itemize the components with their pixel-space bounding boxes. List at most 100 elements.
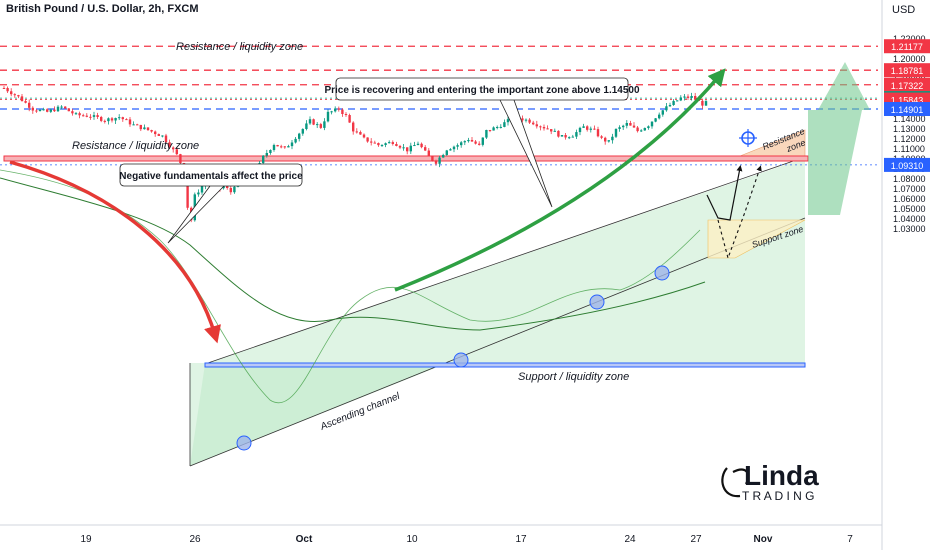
candle-body bbox=[420, 143, 423, 148]
candle-body bbox=[496, 127, 499, 129]
candle-body bbox=[197, 192, 200, 195]
y-tick-label: 1.13000 bbox=[893, 124, 926, 134]
candle-body bbox=[150, 130, 153, 132]
x-tick-label: 24 bbox=[624, 534, 636, 545]
callout-left-box bbox=[119, 163, 303, 187]
candle-body bbox=[323, 121, 326, 128]
candle-body bbox=[434, 160, 438, 164]
candle-body bbox=[589, 128, 592, 130]
candle-body bbox=[416, 143, 420, 146]
y-tick-label: 1.12000 bbox=[893, 134, 926, 144]
candle-body bbox=[200, 186, 204, 193]
y-tick-label: 1.14000 bbox=[893, 114, 926, 124]
candle-body bbox=[600, 136, 603, 138]
candle-body bbox=[557, 130, 560, 137]
candle-body bbox=[575, 132, 578, 137]
candle-body bbox=[362, 134, 366, 138]
candle-body bbox=[265, 152, 268, 156]
moving-average-fast bbox=[0, 169, 701, 404]
touch-point-marker bbox=[589, 294, 605, 310]
candle-body bbox=[661, 110, 664, 115]
candle-body bbox=[406, 147, 409, 152]
channel-lower-line bbox=[189, 217, 806, 467]
candle-body bbox=[164, 135, 168, 143]
candle-body bbox=[370, 141, 373, 143]
candle-body bbox=[593, 128, 596, 130]
candle-body bbox=[413, 145, 416, 147]
candle-body bbox=[352, 122, 355, 132]
candle-body bbox=[121, 117, 124, 120]
y-tick-label: 1.06000 bbox=[893, 194, 926, 204]
price-level-badge bbox=[884, 77, 930, 92]
price-level-badge-text: 1.14901 bbox=[891, 105, 924, 115]
candle-body bbox=[226, 185, 229, 188]
candle-body bbox=[35, 110, 38, 112]
candle-body bbox=[305, 123, 308, 130]
candle-body bbox=[96, 115, 99, 118]
x-tick-label: 26 bbox=[189, 534, 201, 545]
candle-body bbox=[290, 142, 294, 147]
candle-body bbox=[618, 127, 621, 129]
touch-point-marker bbox=[453, 352, 469, 368]
candle-body bbox=[636, 127, 639, 132]
candle-body bbox=[460, 142, 463, 146]
candle-body bbox=[546, 128, 549, 130]
price-level-badge bbox=[884, 101, 930, 116]
price-level-badge-text: 1.15843 bbox=[891, 96, 924, 106]
candle-body bbox=[103, 120, 106, 122]
candle-body bbox=[380, 145, 384, 147]
candle-body bbox=[326, 111, 330, 122]
callout-left-text: Negative fundamentals affect the price bbox=[119, 171, 303, 182]
price-level-badge bbox=[884, 39, 930, 54]
candle-body bbox=[344, 114, 348, 116]
candle-body bbox=[298, 133, 301, 139]
y-tick-label: 1.05000 bbox=[893, 204, 926, 214]
candle-body bbox=[564, 135, 567, 138]
candle-body bbox=[233, 186, 236, 193]
candle-body bbox=[578, 127, 582, 133]
x-tick-label: Nov bbox=[754, 534, 773, 545]
x-tick-label: Oct bbox=[296, 534, 313, 545]
candle-body bbox=[524, 119, 528, 121]
candle-body bbox=[60, 106, 63, 108]
candle-body bbox=[168, 142, 171, 148]
candle-body bbox=[355, 131, 358, 133]
callout-right-text: Price is recovering and entering the imp… bbox=[324, 85, 640, 96]
price-level-badge-text: 1.17322 bbox=[891, 81, 924, 91]
candle-body bbox=[6, 88, 9, 92]
candle-body bbox=[114, 117, 117, 121]
support-label: Support / liquidity zone bbox=[518, 371, 629, 383]
candle-body bbox=[132, 124, 135, 126]
candle-body bbox=[179, 154, 182, 164]
candle-body bbox=[161, 135, 164, 137]
resistance-label-top: Resistance / liquidity zone bbox=[176, 41, 303, 53]
price-level-badge-text: 1.09310 bbox=[891, 161, 924, 171]
candle-body bbox=[449, 149, 452, 151]
candle-body bbox=[442, 154, 445, 158]
candle-body bbox=[672, 101, 675, 105]
candle-body bbox=[337, 108, 340, 110]
candle-body bbox=[431, 156, 434, 161]
y-tick-label: 1.07000 bbox=[893, 184, 926, 194]
candle-body bbox=[128, 119, 132, 125]
candle-body bbox=[424, 147, 427, 151]
candle-body bbox=[341, 109, 344, 115]
touch-point-marker bbox=[236, 435, 252, 451]
candle-body bbox=[89, 116, 92, 118]
candle-body bbox=[521, 118, 524, 121]
candle-body bbox=[445, 150, 448, 155]
candle-body bbox=[395, 143, 398, 146]
candle-body bbox=[391, 142, 394, 144]
candle-body bbox=[506, 119, 510, 123]
candle-body bbox=[668, 104, 672, 107]
candle-body bbox=[276, 144, 279, 147]
resistance-zone-box bbox=[3, 155, 809, 162]
y-tick-label: 1.20000 bbox=[893, 54, 926, 64]
candle-body bbox=[118, 117, 121, 119]
candle-body bbox=[398, 145, 402, 148]
candle-body bbox=[20, 96, 24, 102]
candle-body bbox=[229, 187, 232, 193]
candle-body bbox=[280, 146, 283, 148]
x-tick-label: 27 bbox=[690, 534, 702, 545]
